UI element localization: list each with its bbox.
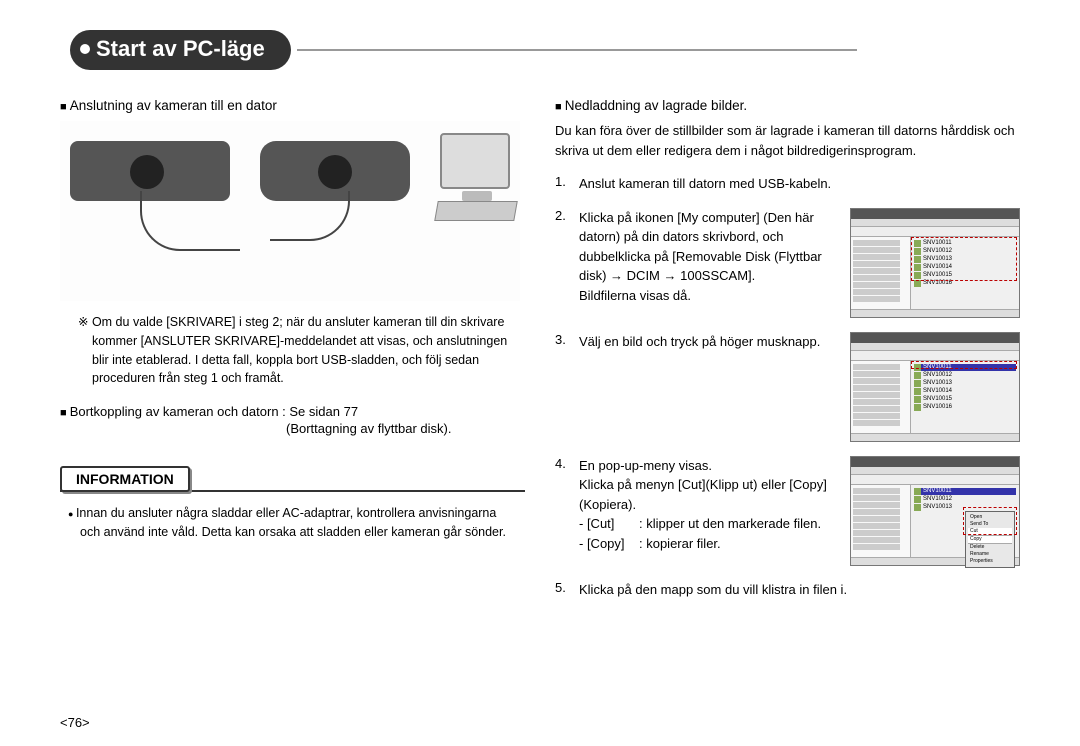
step-2-text: Klicka på ikonen [My computer] (Den här …	[579, 210, 822, 284]
left-column: Anslutning av kameran till en dator Om d…	[60, 30, 525, 613]
file-highlight-box	[911, 237, 1017, 281]
copy-desc: : kopierar filer.	[639, 534, 721, 554]
file-item-selected: SNV10011	[923, 488, 952, 494]
cut-desc: : klipper ut den markerade filen.	[639, 514, 821, 534]
copy-label: - [Copy]	[579, 534, 639, 554]
title-rule	[297, 49, 857, 51]
step-4-number: 4.	[555, 456, 569, 471]
section-disconnect-sub: (Borttagning av flyttbar disk).	[286, 421, 525, 436]
file-item: SNV10015	[923, 396, 952, 402]
cut-label: - [Cut]	[579, 514, 639, 534]
usb-cable-illustration	[140, 191, 240, 251]
ctx-delete[interactable]: Delete	[968, 544, 1012, 551]
step-5-number: 5.	[555, 580, 569, 595]
information-heading: INFORMATION	[60, 466, 190, 492]
ctx-rename[interactable]: Rename	[968, 551, 1012, 558]
step-5-text: Klicka på den mapp som du vill klistra i…	[579, 580, 1020, 600]
folder-tree	[851, 485, 911, 557]
information-bullet: Innan du ansluter några sladdar eller AC…	[66, 504, 519, 542]
file-item: SNV10013	[923, 504, 952, 510]
ctx-copy[interactable]: Copy	[968, 536, 1012, 544]
ctx-properties[interactable]: Properties	[968, 558, 1012, 565]
explorer-screenshot-3: SNV10011 SNV10012 SNV10013 Open Send To …	[850, 456, 1020, 566]
page-number: <76>	[60, 715, 90, 730]
right-column: Nedladdning av lagrade bilder. Du kan fö…	[555, 30, 1020, 613]
ctx-highlight-box	[963, 507, 1017, 535]
file-list: SNV10011 SNV10012 SNV10013 Open Send To …	[911, 485, 1019, 557]
file-item: SNV10012	[923, 496, 952, 502]
file-item: SNV10012	[923, 372, 952, 378]
file-item: SNV10013	[923, 380, 952, 386]
section-connect-head: Anslutning av kameran till en dator	[60, 98, 525, 113]
explorer-screenshot-1: SNV10011 SNV10012 SNV10013 SNV10014 SNV1…	[850, 208, 1020, 318]
step-1: 1. Anslut kameran till datorn med USB-ka…	[555, 174, 1020, 194]
file-list: SNV10011 SNV10012 SNV10013 SNV10014 SNV1…	[911, 361, 1019, 433]
step-1-number: 1.	[555, 174, 569, 189]
step-4-text-b: Klicka på menyn [Cut](Klipp ut) eller [C…	[579, 477, 827, 512]
step-2: 2. Klicka på ikonen [My computer] (Den h…	[555, 208, 1020, 318]
step-2-number: 2.	[555, 208, 569, 223]
file-item: SNV10016	[923, 280, 952, 286]
step-5: 5. Klicka på den mapp som du vill klistr…	[555, 580, 1020, 600]
explorer-screenshot-2: SNV10011 SNV10012 SNV10013 SNV10014 SNV1…	[850, 332, 1020, 442]
step-4: 4. En pop-up-meny visas. Klicka på menyn…	[555, 456, 1020, 566]
page-title-text: Start av PC-läge	[96, 36, 265, 61]
step-3: 3. Välj en bild och tryck på höger muskn…	[555, 332, 1020, 442]
printer-note: Om du valde [SKRIVARE] i steg 2; när du …	[78, 313, 525, 388]
step-3-text: Välj en bild och tryck på höger musknapp…	[579, 332, 840, 352]
camera-connection-diagram	[60, 121, 520, 301]
file-item: SNV10016	[923, 404, 952, 410]
computer-monitor-illustration	[440, 133, 510, 189]
step-3-number: 3.	[555, 332, 569, 347]
step-2-text-b: Bildfilerna visas då.	[579, 288, 691, 303]
file-list: SNV10011 SNV10012 SNV10013 SNV10014 SNV1…	[911, 237, 1019, 309]
step-4-text-a: En pop-up-meny visas.	[579, 458, 712, 473]
section-disconnect-head: Bortkoppling av kameran och datorn : Se …	[60, 404, 525, 419]
section-download-head: Nedladdning av lagrade bilder.	[555, 98, 1020, 113]
folder-tree	[851, 361, 911, 433]
download-intro: Du kan föra över de stillbilder som är l…	[555, 121, 1020, 160]
information-box: Innan du ansluter några sladdar eller AC…	[60, 490, 525, 548]
file-select-box	[911, 361, 1017, 369]
usb-cable-illustration-2	[270, 191, 350, 241]
step-1-text: Anslut kameran till datorn med USB-kabel…	[579, 174, 1020, 194]
keyboard-illustration	[434, 201, 518, 221]
file-item: SNV10014	[923, 388, 952, 394]
page-title-bar: Start av PC-läge	[70, 30, 857, 70]
page-title: Start av PC-läge	[70, 30, 291, 70]
folder-tree	[851, 237, 911, 309]
